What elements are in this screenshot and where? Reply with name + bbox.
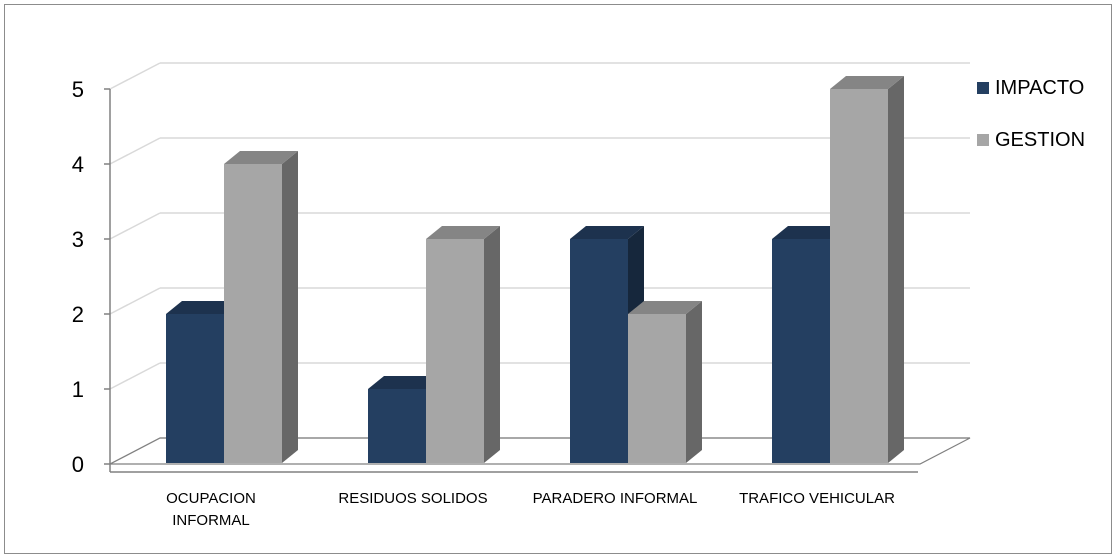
x-tick-label: OCUPACION INFORMAL	[166, 490, 256, 529]
y-tick-label: 0	[72, 452, 84, 477]
legend-swatch	[977, 82, 989, 94]
x-tick-label: PARADERO INFORMAL	[533, 490, 698, 507]
bar-gestion	[830, 89, 888, 463]
bar-gestion	[628, 314, 686, 463]
bar-top	[426, 226, 500, 239]
bar-top	[772, 226, 846, 239]
bar-top	[628, 301, 702, 314]
legend-label: IMPACTO	[995, 77, 1084, 99]
bar-side	[686, 301, 702, 463]
bar-impacto	[570, 239, 628, 463]
chart-floor	[109, 437, 971, 465]
gridline-depth	[109, 287, 161, 315]
bar-top	[166, 301, 240, 314]
bar-side	[484, 226, 500, 463]
y-tick-label: 1	[72, 377, 84, 402]
bar-side	[888, 76, 904, 463]
bar-impacto	[772, 239, 830, 463]
bar-side	[282, 151, 298, 463]
gridline-depth	[109, 362, 161, 390]
y-tick-label: 4	[72, 152, 84, 177]
y-tick-label: 2	[72, 302, 84, 327]
y-tick-label: 3	[72, 227, 84, 252]
bar-top	[368, 376, 442, 389]
bar-gestion	[224, 164, 282, 463]
gridline-depth	[109, 137, 161, 165]
bar-impacto	[166, 314, 224, 463]
bar-impacto	[368, 389, 426, 463]
gridline-depth	[109, 62, 161, 90]
x-tick-label: RESIDUOS SOLIDOS	[338, 490, 487, 507]
bar-top	[570, 226, 644, 239]
bar-top	[224, 151, 298, 164]
x-tick-label: TRAFICO VEHICULAR	[739, 490, 895, 507]
y-tick-label: 5	[72, 77, 84, 102]
bar-top	[830, 76, 904, 89]
gridline-depth	[109, 212, 161, 240]
legend-swatch	[977, 134, 989, 146]
legend-label: GESTION	[995, 129, 1085, 151]
bar-gestion	[426, 239, 484, 463]
